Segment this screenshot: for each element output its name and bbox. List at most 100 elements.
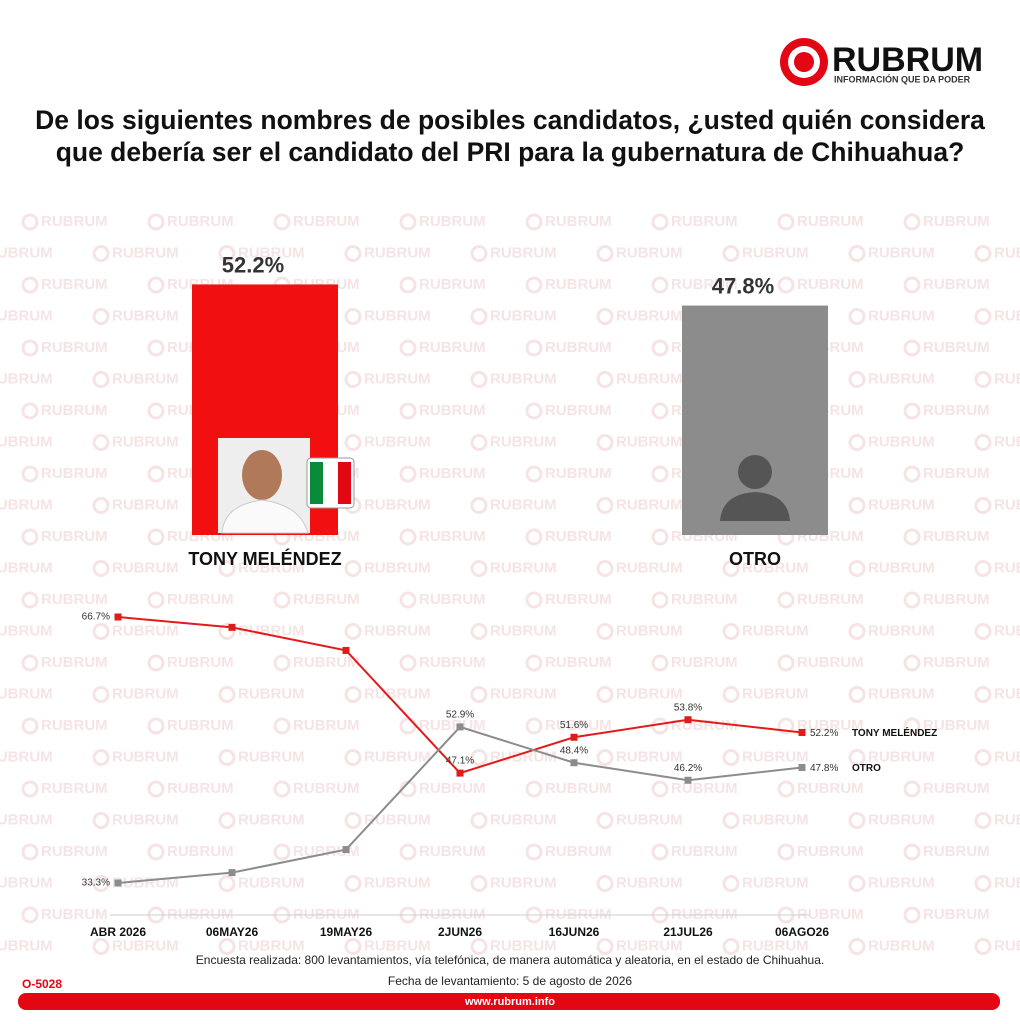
watermark-icon (651, 654, 669, 672)
watermark-icon (273, 780, 291, 798)
watermark-icon (903, 843, 921, 861)
watermark-text: RUBRUM (490, 559, 557, 576)
watermark-text: RUBRUM (923, 780, 990, 797)
watermark-text: RUBRUM (994, 811, 1020, 828)
point (228, 869, 236, 877)
watermark-text: RUBRUM (797, 906, 864, 923)
watermark-text: RUBRUM (742, 622, 809, 639)
watermark-text: RUBRUM (616, 244, 683, 261)
watermark-text: RUBRUM (112, 244, 179, 261)
watermark-text: RUBRUM (923, 465, 990, 482)
watermark-icon (596, 686, 614, 703)
watermark-text: RUBRUM (364, 685, 431, 702)
watermark-text: RUBRUM (545, 528, 612, 545)
watermark-icon (470, 686, 488, 703)
watermark-icon (92, 623, 110, 640)
watermark-text: RUBRUM (742, 748, 809, 765)
watermark-icon (470, 812, 488, 829)
point-label: 51.6% (560, 720, 588, 731)
silhouette-head (738, 455, 772, 489)
watermark-text: RUBRUM (923, 276, 990, 293)
watermark-text: RUBRUM (616, 811, 683, 828)
watermark-text: RUBRUM (419, 339, 486, 356)
watermark-icon (92, 497, 110, 514)
party-green (310, 462, 323, 504)
watermark-text: RUBRUM (545, 339, 612, 356)
watermark-text: RUBRUM (41, 654, 108, 671)
watermark-icon (848, 749, 866, 766)
watermark-text: RUBRUM (0, 874, 53, 891)
watermark-icon (470, 749, 488, 766)
watermark-text: RUBRUM (41, 276, 108, 293)
watermark-text: RUBRUM (868, 496, 935, 513)
watermark-icon (974, 749, 992, 766)
watermark-text: RUBRUM (238, 748, 305, 765)
watermark-text: RUBRUM (994, 559, 1020, 576)
x-tick-label: 06AGO26 (775, 925, 829, 939)
watermark-text: RUBRUM (0, 370, 53, 387)
watermark-text: RUBRUM (419, 843, 486, 860)
point (570, 733, 578, 741)
watermark-text: RUBRUM (994, 937, 1020, 954)
point (798, 764, 806, 772)
watermark-icon (147, 654, 165, 672)
watermark-text: RUBRUM (868, 622, 935, 639)
watermark-icon (848, 560, 866, 577)
watermark-icon (596, 875, 614, 892)
watermark-icon (903, 591, 921, 609)
watermark-text: RUBRUM (167, 654, 234, 671)
x-tick-label: 2JUN26 (438, 925, 482, 939)
watermark-icon (596, 245, 614, 262)
watermark-text: RUBRUM (923, 843, 990, 860)
watermark-icon (147, 717, 165, 735)
watermark-icon (273, 591, 291, 609)
watermark-icon (470, 497, 488, 514)
watermark-icon (273, 654, 291, 672)
watermark-icon (651, 528, 669, 546)
watermark-text: RUBRUM (994, 244, 1020, 261)
watermark-icon (92, 245, 110, 262)
watermark-icon (470, 308, 488, 325)
watermark-text: RUBRUM (994, 307, 1020, 324)
watermark-icon (344, 749, 362, 766)
watermark-icon (399, 843, 417, 861)
bar-value-label: 52.2% (222, 252, 284, 277)
watermark-text: RUBRUM (671, 906, 738, 923)
point (228, 623, 236, 631)
watermark-icon (525, 276, 543, 294)
watermark-text: RUBRUM (868, 874, 935, 891)
watermark-icon (147, 528, 165, 546)
watermark-text: RUBRUM (167, 843, 234, 860)
watermark-text: RUBRUM (742, 811, 809, 828)
watermark-icon (525, 591, 543, 609)
watermark-icon (92, 560, 110, 577)
watermark-icon (21, 213, 39, 231)
brand: RUBRUM (832, 41, 983, 79)
watermark-icon (399, 339, 417, 357)
watermark-text: RUBRUM (41, 402, 108, 419)
point-label: 47.8% (810, 763, 838, 774)
watermark-icon (147, 402, 165, 420)
watermark-text: RUBRUM (797, 843, 864, 860)
watermark-icon (92, 371, 110, 388)
watermark-text: RUBRUM (671, 780, 738, 797)
watermark-icon (218, 938, 236, 955)
watermark-text: RUBRUM (616, 370, 683, 387)
watermark-icon (722, 686, 740, 703)
watermark-text: RUBRUM (742, 685, 809, 702)
point (684, 716, 692, 724)
watermark-text: RUBRUM (112, 370, 179, 387)
watermark-text: RUBRUM (868, 937, 935, 954)
watermark-text: RUBRUM (419, 654, 486, 671)
watermark-icon (903, 276, 921, 294)
watermark-text: RUBRUM (616, 559, 683, 576)
watermark-icon (21, 717, 39, 735)
watermark-icon (147, 213, 165, 231)
watermark-icon (147, 276, 165, 294)
watermark-icon (777, 213, 795, 231)
watermark-icon (470, 245, 488, 262)
watermark-text: RUBRUM (923, 528, 990, 545)
watermark-icon (848, 245, 866, 262)
watermark-text: RUBRUM (364, 937, 431, 954)
watermark-text: RUBRUM (671, 654, 738, 671)
